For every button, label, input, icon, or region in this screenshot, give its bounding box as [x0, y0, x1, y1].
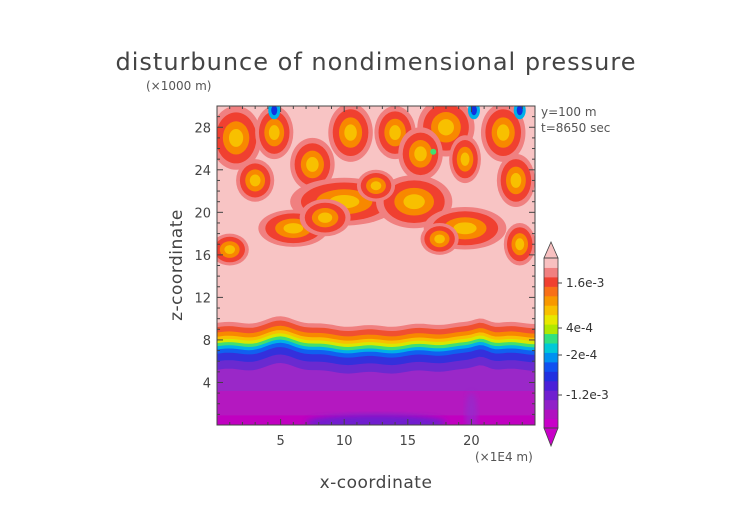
colorbar-label: 1.6e-3 — [566, 276, 604, 290]
colorbar-label: 4e-4 — [566, 321, 593, 335]
field-cell — [306, 157, 319, 172]
x-axis-label: x-coordinate — [320, 473, 433, 493]
field-cell — [510, 172, 522, 188]
colorbar-swatch — [544, 409, 558, 420]
colorbar-frame — [543, 257, 559, 429]
y-tick-label: 4 — [203, 376, 211, 391]
colorbar-swatch — [544, 361, 558, 372]
field-cell — [370, 181, 382, 191]
pressure-field — [217, 106, 535, 425]
field-spot — [430, 148, 437, 155]
field-cell — [249, 174, 261, 187]
field-cell — [515, 238, 525, 251]
colorbar-swatch — [544, 276, 558, 287]
colorbar-swatch — [544, 418, 558, 429]
colorbar-swatch — [544, 305, 558, 316]
field-cell — [434, 234, 445, 244]
x-axis: 5 10 15 20 — [229, 106, 523, 449]
colorbar-label: -2e-4 — [566, 348, 597, 362]
colorbar-swatch — [544, 314, 558, 325]
colorbar-swatch — [544, 286, 558, 297]
field-cell — [228, 128, 244, 147]
x-unit-label: (×1E4 m) — [475, 450, 533, 464]
field-cell — [389, 125, 401, 141]
colorbar-swatch — [544, 390, 558, 401]
annotation-y: y=100 m — [541, 105, 597, 119]
colorbar-swatch — [544, 295, 558, 306]
field-cell — [496, 124, 510, 141]
y-tick-label: 20 — [194, 206, 211, 221]
colorbar-min-arrow — [543, 427, 559, 448]
x-tick-label: 20 — [463, 434, 480, 449]
field-cell — [414, 146, 427, 162]
colorbar-label: -1.2e-3 — [566, 388, 609, 402]
field-cell — [403, 194, 425, 210]
colorbar-swatch — [544, 399, 558, 410]
y-tick-label: 28 — [194, 121, 211, 136]
field-cell — [437, 119, 454, 136]
y-tick-label: 8 — [203, 334, 211, 349]
y-tick-label: 16 — [194, 249, 211, 264]
colorbar-swatch — [544, 352, 558, 363]
field-spot — [271, 106, 278, 116]
field-low-core — [306, 414, 446, 425]
colorbar-max-arrow — [543, 241, 559, 259]
field-low-core — [465, 392, 478, 425]
x-tick-label: 10 — [336, 434, 353, 449]
colorbar-swatch — [544, 267, 558, 278]
x-tick-label: 15 — [400, 434, 417, 449]
colorbar-swatch — [544, 258, 558, 268]
field-cell — [453, 222, 477, 235]
colorbar: 1.6e-3 4e-4 -2e-4 -1.2e-3 — [543, 241, 609, 448]
colorbar-swatch — [544, 343, 558, 353]
y-axis: 4 8 12 16 20 24 28 — [194, 116, 535, 415]
annotation-t: t=8650 sec — [541, 121, 610, 135]
x-tick-label: 5 — [276, 434, 284, 449]
colorbar-swatch — [544, 333, 558, 344]
colorbar-swatch — [544, 324, 558, 335]
field-cell — [224, 245, 236, 255]
colorbar-swatch — [544, 371, 558, 382]
y-tick-label: 24 — [194, 164, 211, 179]
field-cell — [460, 152, 470, 166]
field-spot — [470, 106, 477, 116]
field-cell — [283, 223, 304, 234]
field-cell — [317, 212, 333, 223]
colorbar-swatch — [544, 380, 558, 391]
y-unit-label: (×1000 m) — [146, 79, 211, 93]
field-cell — [268, 125, 280, 141]
field-spot — [516, 106, 523, 116]
chart-title: disturbunce of nondimensional pressure — [116, 48, 637, 76]
y-tick-label: 12 — [194, 291, 211, 306]
field-cell — [344, 124, 357, 141]
y-axis-label: z-coordinate — [167, 209, 187, 321]
